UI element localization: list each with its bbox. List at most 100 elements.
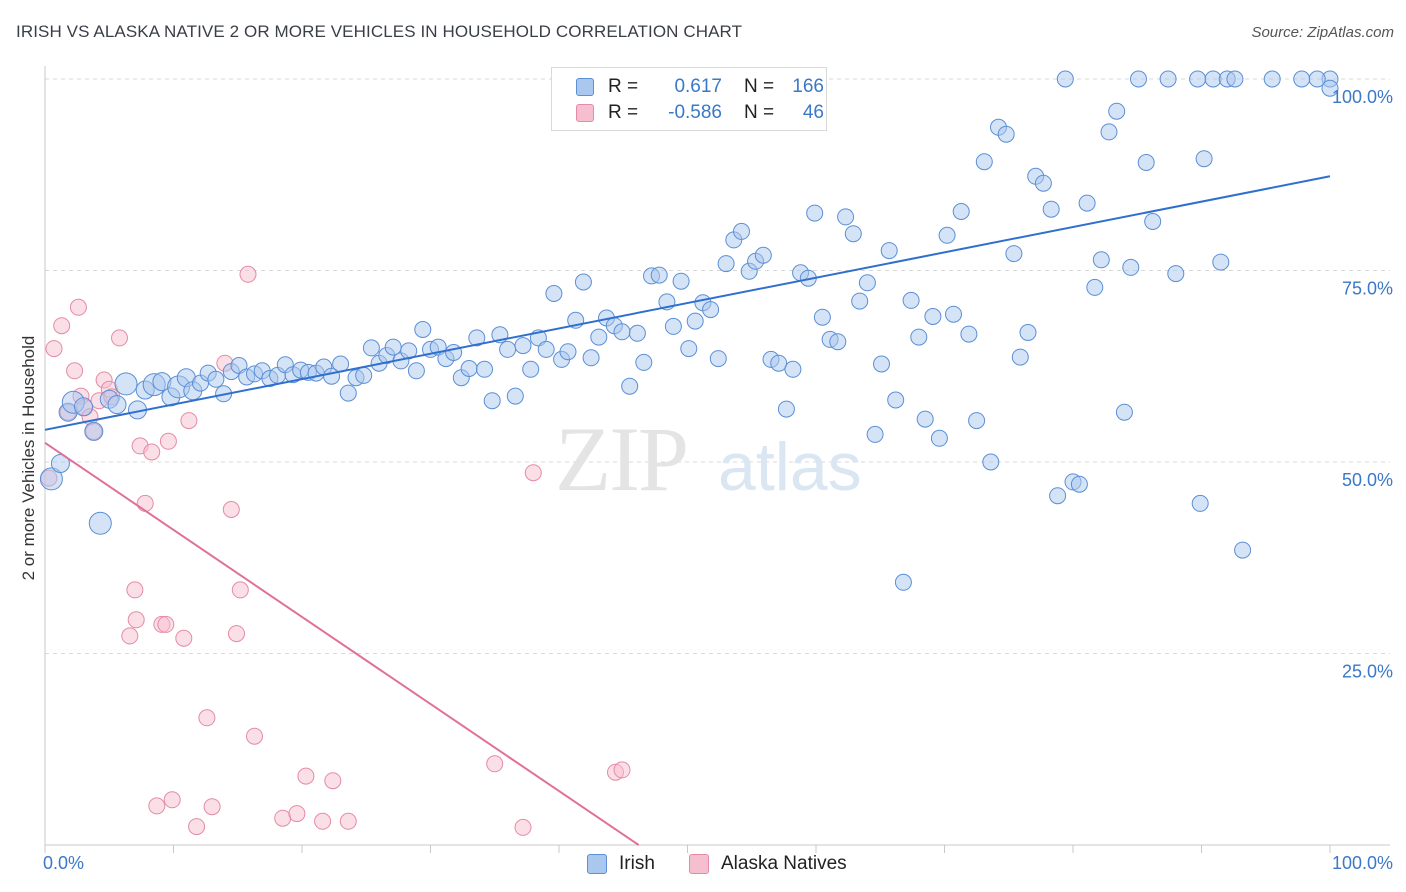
irish-point (1321, 79, 1339, 97)
alaska-natives-trend-line (44, 442, 640, 846)
irish-point (1086, 278, 1104, 296)
irish-point (468, 329, 486, 347)
legend-item-alaska: Alaska Natives (689, 852, 847, 876)
irish-point (873, 355, 890, 373)
irish-point (1191, 494, 1209, 512)
y-axis-label: 2 or more Vehicles in Household (19, 336, 38, 581)
irish-point (339, 384, 357, 402)
irish-point (982, 453, 1000, 471)
irish-point (1130, 70, 1147, 88)
irish-point (1159, 70, 1177, 88)
irish-point (975, 153, 993, 171)
r-label: R = (608, 76, 639, 97)
irish-point (207, 370, 225, 388)
irish-point (483, 392, 501, 410)
irish-point (1049, 487, 1067, 505)
irish-point (837, 208, 855, 226)
irish-point (1115, 403, 1133, 421)
y-tick-label: 50.0% (1342, 470, 1393, 490)
irish-legend-label: Irish (619, 853, 655, 874)
alaska-natives-point (274, 809, 292, 827)
irish-point (1226, 70, 1244, 88)
irish-point (114, 372, 138, 396)
r-label: R = (608, 102, 639, 123)
irish-point (938, 226, 956, 244)
irish-point (107, 395, 127, 415)
alaska-natives-point (111, 329, 128, 347)
alaska-natives-point (228, 625, 245, 643)
alaska-natives-point (486, 755, 504, 773)
irish-point (894, 573, 912, 591)
y-tick-label: 100.0% (1332, 87, 1393, 107)
irish-point (1078, 194, 1096, 212)
irish-point (1011, 348, 1029, 366)
irish-legend-swatch (587, 854, 607, 874)
alaska-natives-point (239, 265, 257, 283)
irish-point (733, 222, 750, 240)
irish-point (476, 360, 493, 378)
alaska-natives-point (246, 727, 263, 745)
irish-swatch (576, 78, 594, 96)
irish-point (686, 312, 704, 330)
irish-point (930, 429, 948, 447)
irish-point (968, 412, 986, 430)
irish-point (628, 324, 646, 342)
irish-points (39, 70, 1339, 591)
irish-point (506, 387, 524, 405)
irish-point (717, 255, 735, 273)
alaska-natives-point (198, 709, 216, 727)
n-label: N = (744, 102, 775, 123)
irish-point (635, 353, 653, 371)
irish-point (582, 349, 600, 367)
alaska-natives-point (143, 443, 161, 461)
irish-point (1137, 154, 1155, 171)
alaska-natives-point (613, 761, 631, 779)
irish-point (590, 328, 608, 346)
y-tick-label: 25.0% (1342, 662, 1393, 682)
irish-point (84, 421, 104, 441)
irish-point (1122, 258, 1140, 276)
alaska-natives-point (188, 818, 206, 836)
irish-point (537, 340, 555, 358)
irish-point (813, 308, 831, 326)
irish-point (522, 360, 540, 378)
alaska-swatch (576, 104, 594, 122)
irish-point (650, 266, 668, 284)
n-value: 46 (802, 102, 824, 123)
irish-point (1005, 245, 1023, 263)
irish-point (559, 343, 577, 361)
x-tick-label: 100.0% (1332, 853, 1393, 873)
irish-point (844, 225, 862, 243)
alaska-natives-point (157, 615, 175, 633)
irish-point (355, 366, 373, 384)
alaska-natives-point (222, 501, 240, 518)
alaska-natives-point (45, 340, 63, 358)
irish-point (362, 339, 380, 357)
irish-point (916, 410, 934, 428)
irish-point (1034, 174, 1052, 192)
legend-item-irish: Irish (587, 852, 655, 876)
irish-point (945, 305, 962, 323)
irish-point (960, 325, 978, 343)
irish-point (902, 291, 920, 309)
irish-point (1167, 265, 1185, 283)
irish-point (829, 333, 847, 351)
axis-labels: 25.0% 50.0% 75.0% 100.0% 0.0% 100.0% (43, 87, 1393, 873)
irish-point (1234, 541, 1252, 559)
alaska-natives-point (159, 432, 177, 450)
irish-point (1092, 251, 1110, 269)
irish-point (574, 273, 592, 291)
alaska-natives-point (66, 362, 84, 380)
irish-point (1042, 200, 1060, 218)
irish-point (1195, 150, 1213, 168)
alaska-natives-point (339, 812, 357, 830)
irish-point (664, 317, 682, 335)
alaska-natives-point (231, 581, 249, 599)
watermark-zip: ZIP (555, 408, 687, 510)
alaska-legend-label: Alaska Natives (721, 853, 847, 874)
alaska-natives-point (136, 494, 154, 512)
grid-lines (44, 66, 1390, 853)
irish-point (770, 354, 788, 372)
irish-point (1263, 70, 1281, 88)
